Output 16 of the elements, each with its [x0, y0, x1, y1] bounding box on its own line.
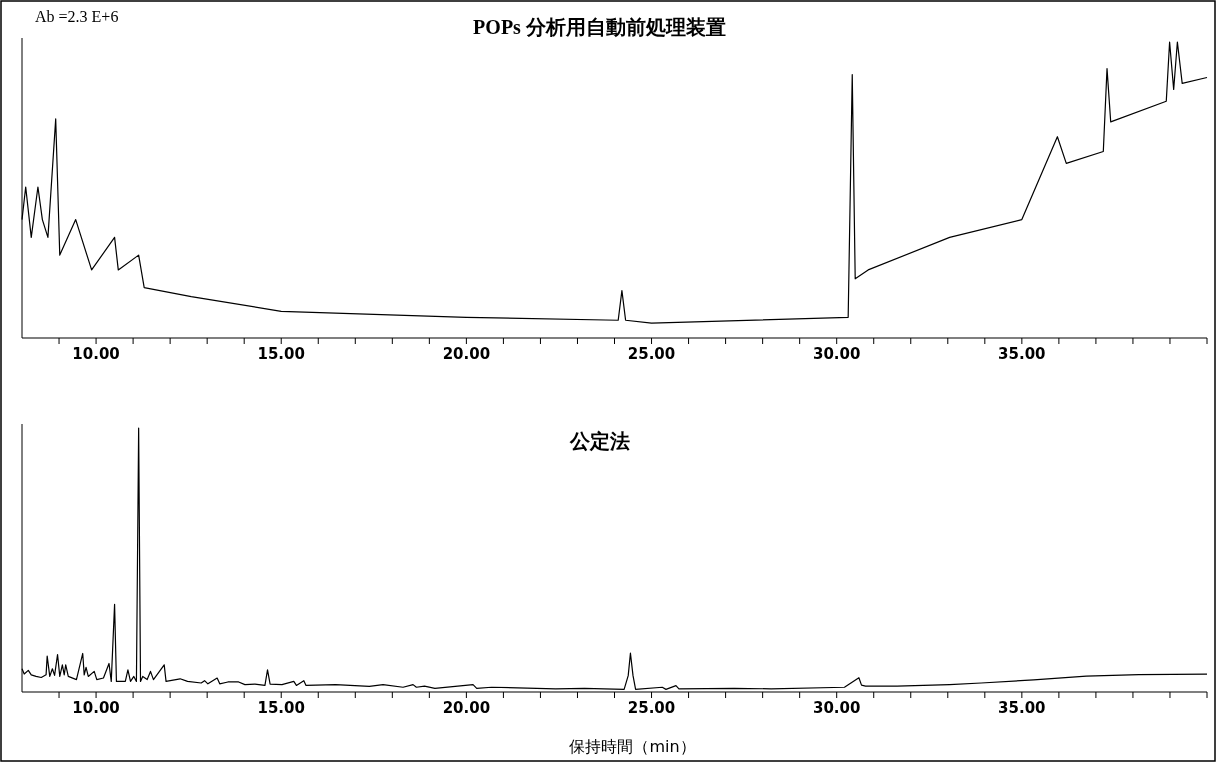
x-tick-label: 35.00 [998, 699, 1046, 717]
x-tick-label: 25.00 [627, 345, 676, 363]
text: Ab =2.3 E+6 [35, 8, 119, 25]
x-tick-label: 10.00 [72, 345, 120, 363]
x-tick-label: 10.00 [72, 699, 120, 717]
x-tick-label: 20.00 [442, 345, 491, 363]
x-tick-label: 25.00 [627, 699, 676, 717]
x-tick-label: 20.00 [442, 699, 491, 717]
x-axis-title: 保持時間（min） [569, 737, 696, 756]
x-tick-label: 15.00 [257, 345, 305, 363]
x-tick-label: 30.00 [812, 699, 861, 717]
x-tick-label: 35.00 [998, 345, 1046, 363]
x-tick-label: 15.00 [257, 699, 305, 717]
chart-title: POPs 分析用自動前処理装置 [473, 16, 726, 38]
x-tick-label: 30.00 [812, 345, 861, 363]
chart-title: 公定法 [568, 429, 630, 453]
